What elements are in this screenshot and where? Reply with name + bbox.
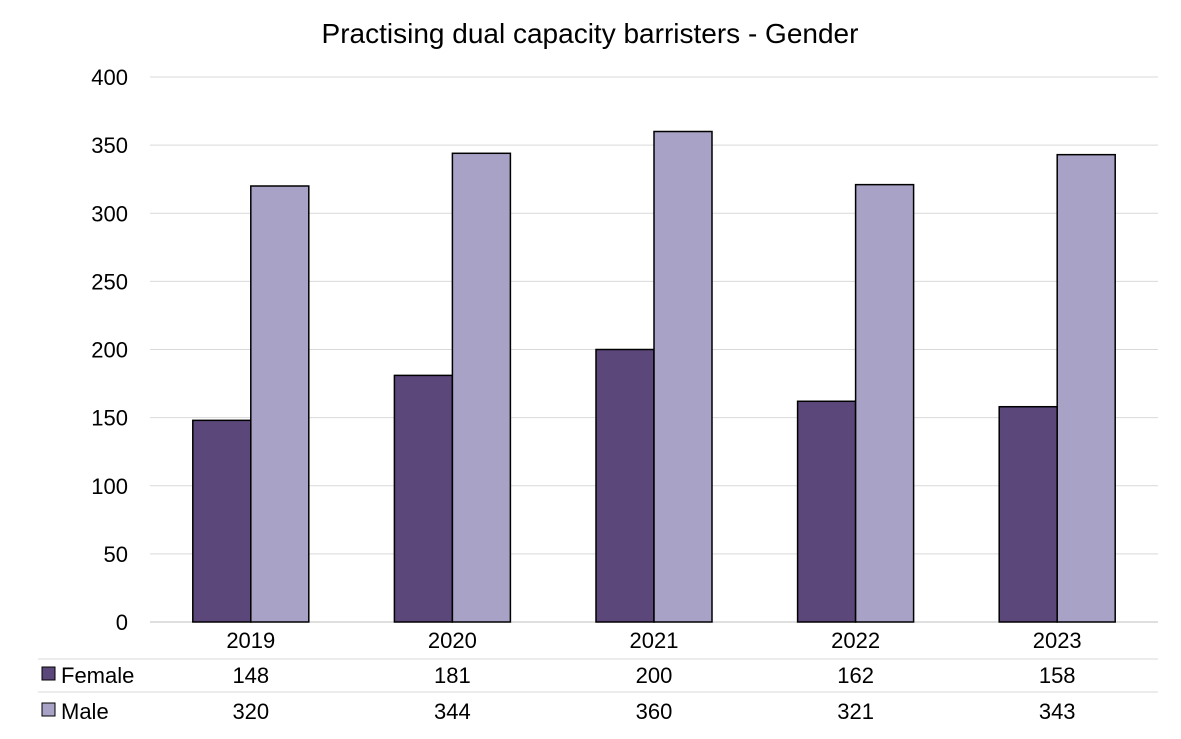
bar-female-2020 — [393, 374, 454, 623]
legend-label-female: Female — [61, 663, 134, 688]
chart-title: Practising dual capacity barristers - Ge… — [322, 18, 859, 49]
y-tick-label: 350 — [91, 133, 128, 158]
data-table-value: 200 — [636, 663, 673, 688]
bar-female-2021 — [595, 348, 655, 623]
x-axis-ticks: 2019 2020 2021 2022 2023 — [226, 628, 1081, 653]
y-tick-label: 150 — [91, 406, 128, 431]
data-table-value: 343 — [1039, 699, 1076, 724]
y-tick-label: 400 — [91, 65, 128, 90]
x-tick-label: 2020 — [428, 628, 477, 653]
bar-male-2020 — [451, 152, 512, 623]
data-table-value: 148 — [232, 663, 269, 688]
legend-swatch-female — [41, 666, 56, 681]
bar-female-2019 — [192, 419, 252, 623]
bar-male-2022 — [854, 183, 915, 623]
data-table-value: 344 — [434, 699, 471, 724]
y-tick-label: 300 — [91, 201, 128, 226]
y-tick-label: 50 — [104, 542, 128, 567]
data-table-value: 162 — [837, 663, 874, 688]
data-table-value: 158 — [1039, 663, 1076, 688]
legend-label-male: Male — [61, 699, 109, 724]
x-tick-label: 2021 — [630, 628, 679, 653]
bar-male-2021 — [653, 130, 713, 623]
y-tick-label: 100 — [91, 474, 128, 499]
bar-male-2019 — [250, 185, 310, 623]
data-table-value: 321 — [837, 699, 874, 724]
bar-female-2023 — [998, 405, 1058, 623]
y-axis-ticks: 0 50 100 150 200 250 300 350 400 — [91, 65, 128, 635]
bars — [192, 130, 1116, 623]
x-tick-label: 2019 — [226, 628, 275, 653]
data-table-value: 320 — [232, 699, 269, 724]
bar-male-2023 — [1056, 153, 1116, 623]
data-table: Female 148 181 200 162 158 Male 320 344 360 321 343 — [38, 658, 1158, 724]
data-table-value: 360 — [636, 699, 673, 724]
y-tick-label: 200 — [91, 338, 128, 363]
x-tick-label: 2023 — [1033, 628, 1082, 653]
bar-female-2022 — [796, 400, 857, 623]
y-tick-label: 250 — [91, 269, 128, 294]
x-tick-label: 2022 — [831, 628, 880, 653]
y-tick-label: 0 — [116, 610, 128, 635]
data-table-value: 181 — [434, 663, 471, 688]
legend-swatch-male — [41, 702, 56, 717]
